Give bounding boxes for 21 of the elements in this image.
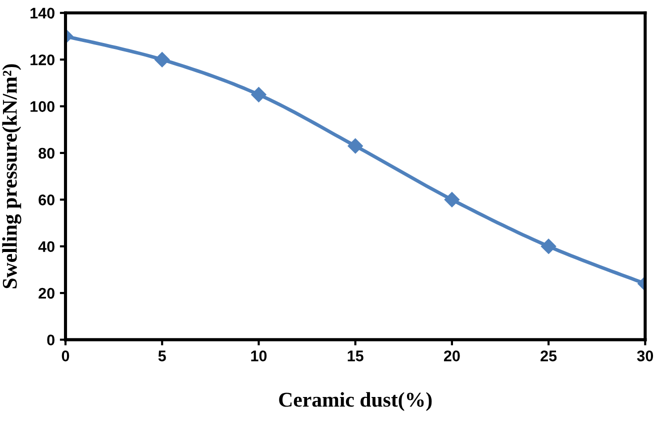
x-tick-label: 10 xyxy=(251,350,267,362)
point xyxy=(444,192,460,208)
x-tick-label: 5 xyxy=(158,350,166,362)
x-axis-title: Ceramic dust(%) xyxy=(279,392,432,412)
y-tick-label: 40 xyxy=(38,241,54,252)
x-tick-label: 0 xyxy=(62,350,70,362)
x-tick-label: 25 xyxy=(540,350,557,362)
y-tick-label: 20 xyxy=(38,288,54,299)
x-tick-label: 15 xyxy=(348,350,364,362)
y-tick-label: 140 xyxy=(30,8,54,19)
y-tick-label: 60 xyxy=(38,194,54,206)
x-tick-label: 20 xyxy=(444,350,460,362)
point xyxy=(251,87,266,102)
point xyxy=(348,138,363,154)
y-tick-label: 100 xyxy=(30,101,54,112)
y-tick-label: 0 xyxy=(47,334,54,346)
y-tick-label: 80 xyxy=(38,148,54,159)
y-axis-title: Swelling pressure(kN/m²) xyxy=(2,64,22,288)
y-tick-label: 120 xyxy=(30,54,54,66)
point xyxy=(154,52,170,68)
x-tick-label: 30 xyxy=(637,350,654,362)
